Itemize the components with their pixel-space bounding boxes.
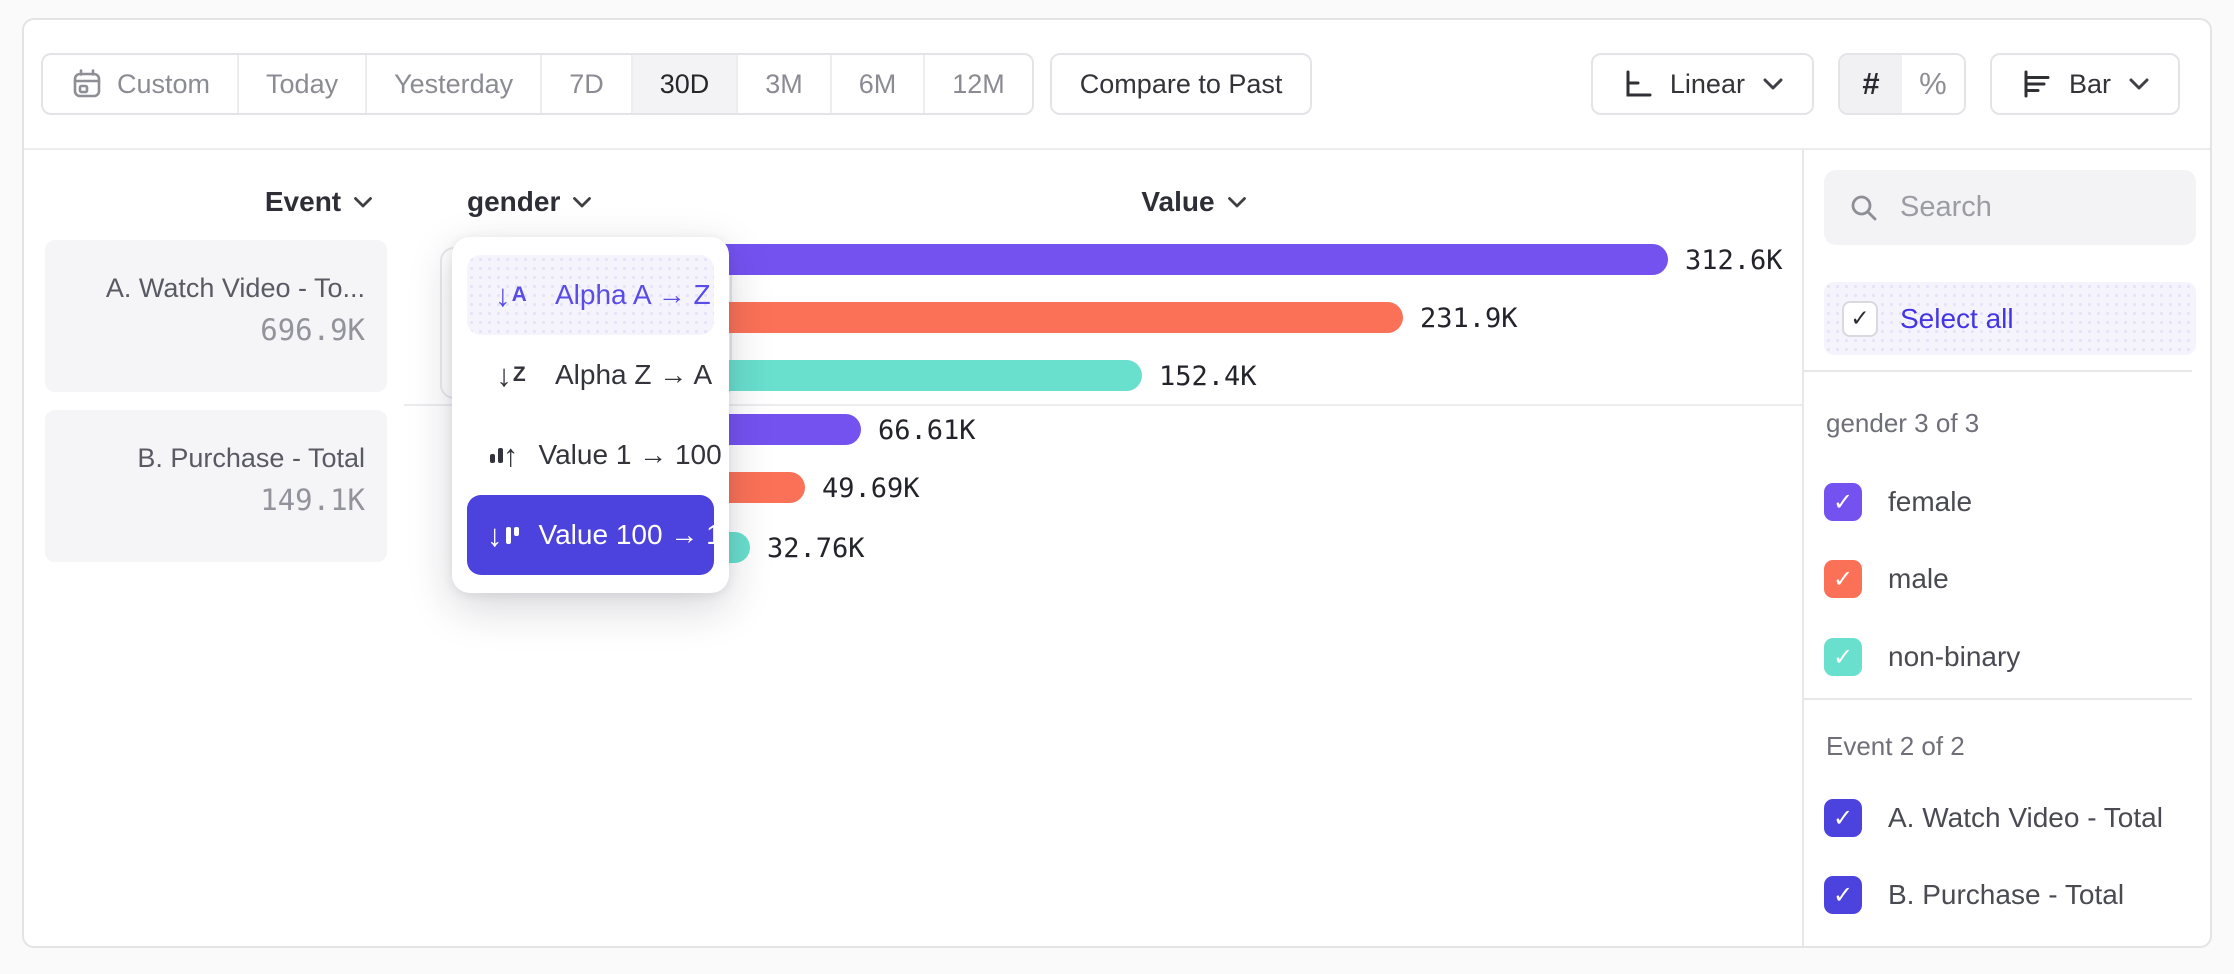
filter-row-female[interactable]: female bbox=[1824, 482, 1972, 522]
sort-value-asc-icon: ↑ bbox=[487, 440, 519, 471]
date-range-today[interactable]: Today bbox=[239, 55, 368, 113]
search-box[interactable] bbox=[1824, 170, 2196, 245]
filter-row-watch-video[interactable]: A. Watch Video - Total bbox=[1824, 798, 2163, 838]
date-range-label: Custom bbox=[117, 68, 211, 99]
filter-row-purchase[interactable]: B. Purchase - Total bbox=[1824, 875, 2124, 915]
percent-format-option[interactable]: % bbox=[1919, 66, 1947, 101]
select-all-label: Select all bbox=[1900, 302, 2014, 334]
chevron-down-icon bbox=[572, 196, 592, 209]
sort-dropdown-menu: ↓ A Alpha A → Z ↓ Z Alpha Z → A ↑ Value 1 … bbox=[452, 237, 729, 593]
toolbar: Custom Today Yesterday 7D 30D 3M 6M 12M … bbox=[24, 20, 2210, 150]
chart-type-selector-button[interactable]: Bar bbox=[1989, 53, 2180, 115]
date-range-group: Custom Today Yesterday 7D 30D 3M 6M 12M bbox=[41, 53, 1034, 115]
scale-label: Linear bbox=[1669, 68, 1745, 99]
filter-row-non-binary[interactable]: non-binary bbox=[1824, 637, 2020, 677]
value-column-header[interactable]: Value bbox=[1064, 186, 1324, 218]
number-format-toggle: # % bbox=[1837, 53, 1966, 115]
bar-value-label: 312.6K bbox=[1685, 245, 1783, 276]
filter-row-male[interactable]: male bbox=[1824, 559, 1949, 599]
date-range-6m[interactable]: 6M bbox=[832, 55, 926, 113]
date-range-30d[interactable]: 30D bbox=[632, 55, 739, 113]
filter-sidebar: Select all gender 3 of 3 female male non… bbox=[1802, 150, 2214, 946]
event-column-header[interactable]: Event bbox=[204, 186, 434, 218]
bar-value-label: 32.76K bbox=[767, 533, 865, 564]
compare-to-past-button[interactable]: Compare to Past bbox=[1049, 53, 1313, 115]
gender-section-label: gender 3 of 3 bbox=[1826, 408, 1980, 438]
date-range-7d[interactable]: 7D bbox=[542, 55, 633, 113]
watch-video-checkbox[interactable] bbox=[1824, 799, 1862, 837]
bar-value-label: 49.69K bbox=[822, 473, 920, 504]
event-card-title: A. Watch Video - To... bbox=[105, 273, 365, 303]
date-range-3m[interactable]: 3M bbox=[738, 55, 832, 113]
breakdown-column-header[interactable]: gender bbox=[467, 186, 592, 218]
calendar-icon bbox=[70, 67, 104, 101]
date-range-custom[interactable]: Custom bbox=[43, 55, 240, 113]
bar-value-label: 66.61K bbox=[878, 415, 976, 446]
select-all-checkbox[interactable] bbox=[1842, 300, 1878, 337]
non-binary-checkbox[interactable] bbox=[1824, 638, 1862, 676]
sort-option-alpha-desc[interactable]: ↓ Z Alpha Z → A bbox=[467, 335, 714, 415]
scale-selector-button[interactable]: Linear bbox=[1590, 53, 1814, 115]
axis-linear-icon bbox=[1621, 67, 1655, 101]
bar-value-label: 152.4K bbox=[1159, 361, 1257, 392]
sort-option-value-desc[interactable]: ↓ Value 100 → 1 bbox=[467, 495, 722, 575]
event-section-label: Event 2 of 2 bbox=[1826, 731, 1965, 761]
date-range-yesterday[interactable]: Yesterday bbox=[367, 55, 543, 113]
sidebar-divider bbox=[1804, 698, 2192, 700]
event-card-watch-video[interactable]: A. Watch Video - To... 696.9K bbox=[45, 240, 387, 392]
chart-content: Event gender Value A. Watch Video - To..… bbox=[24, 150, 2210, 946]
sort-option-alpha-asc[interactable]: ↓ A Alpha A → Z bbox=[467, 255, 714, 335]
chevron-down-icon bbox=[2128, 77, 2150, 91]
absolute-format-option[interactable]: # bbox=[1839, 55, 1902, 113]
insights-panel: Custom Today Yesterday 7D 30D 3M 6M 12M … bbox=[22, 18, 2212, 948]
search-input[interactable] bbox=[1900, 191, 2172, 224]
event-card-title: B. Purchase - Total bbox=[137, 443, 365, 473]
chevron-down-icon bbox=[353, 196, 373, 209]
purchase-checkbox[interactable] bbox=[1824, 876, 1862, 914]
bar-0-female[interactable] bbox=[642, 244, 1668, 275]
date-range-12m[interactable]: 12M bbox=[952, 68, 1005, 99]
chevron-down-icon bbox=[1227, 196, 1247, 209]
sort-value-desc-icon: ↓ bbox=[487, 520, 519, 551]
female-checkbox[interactable] bbox=[1824, 483, 1862, 521]
event-card-purchase[interactable]: B. Purchase - Total 149.1K bbox=[45, 410, 387, 562]
chart-type-label: Bar bbox=[2068, 68, 2111, 99]
bar-chart-icon bbox=[2020, 67, 2054, 101]
sidebar-divider bbox=[1804, 370, 2192, 372]
sort-alpha-asc-icon: ↓ A bbox=[495, 277, 527, 313]
bars-layer: 312.6K 231.9K 152.4K 66.61K 49.69K 32.76K bbox=[24, 150, 2210, 946]
male-checkbox[interactable] bbox=[1824, 560, 1862, 598]
bar-0-male[interactable] bbox=[642, 302, 1403, 333]
event-card-total: 696.9K bbox=[260, 313, 365, 347]
bar-value-label: 231.9K bbox=[1420, 303, 1518, 334]
search-icon bbox=[1848, 192, 1880, 224]
select-all-row[interactable]: Select all bbox=[1824, 282, 2196, 355]
sort-alpha-desc-icon: ↓ Z bbox=[496, 357, 526, 393]
chevron-down-icon bbox=[1762, 77, 1784, 91]
chart-tools: Linear # % Bar bbox=[1590, 53, 2180, 115]
sort-option-value-asc[interactable]: ↑ Value 1 → 100 bbox=[467, 415, 722, 495]
event-card-total: 149.1K bbox=[260, 483, 365, 517]
group-divider bbox=[404, 404, 1802, 406]
